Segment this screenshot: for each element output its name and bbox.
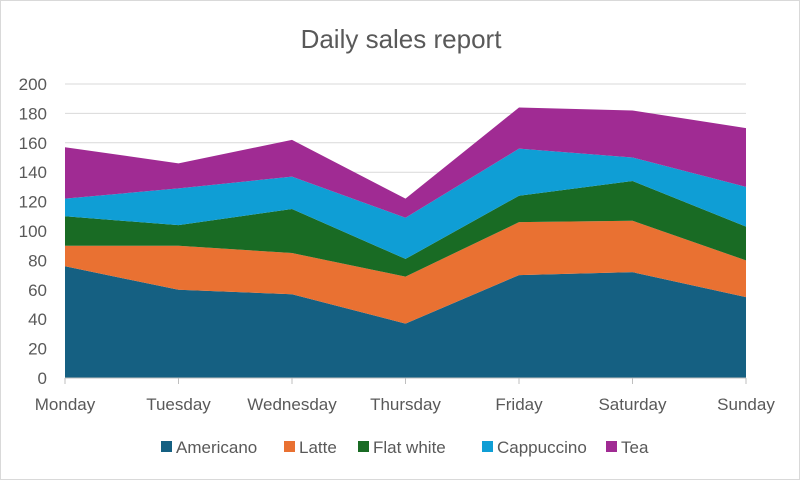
y-tick-label: 40 <box>28 310 47 329</box>
legend-swatch <box>358 441 369 452</box>
legend-swatch <box>482 441 493 452</box>
area-americano <box>65 266 746 378</box>
x-tick-label: Wednesday <box>247 395 337 414</box>
legend-label: Tea <box>621 438 649 457</box>
legend-label: Americano <box>176 438 257 457</box>
y-tick-label: 20 <box>28 340 47 359</box>
axes: 0 20 40 60 80 100 120 140 160 180 200 Monday Tuesday… <box>19 75 776 414</box>
y-tick-label: 160 <box>19 134 47 153</box>
legend: Americano Latte Flat white Cappuccino Tea <box>161 438 649 457</box>
y-tick-label: 80 <box>28 251 47 270</box>
area-series <box>65 107 746 378</box>
legend-item: Latte <box>284 438 337 457</box>
legend-swatch <box>161 441 172 452</box>
legend-item: Tea <box>606 438 649 457</box>
x-tick-label: Thursday <box>370 395 441 414</box>
y-tick-label: 100 <box>19 222 47 241</box>
y-tick-label: 180 <box>19 104 47 123</box>
legend-item: Americano <box>161 438 257 457</box>
area-cappuccino <box>65 148 746 259</box>
legend-item: Flat white <box>358 438 446 457</box>
legend-label: Latte <box>299 438 337 457</box>
area-latte <box>65 220 746 324</box>
y-tick-label: 200 <box>19 75 47 94</box>
y-tick-label: 0 <box>38 369 47 388</box>
legend-item: Cappuccino <box>482 438 587 457</box>
x-tick-label: Tuesday <box>146 395 211 414</box>
y-tick-label: 120 <box>19 193 47 212</box>
x-tick-label: Monday <box>35 395 96 414</box>
x-tick-label: Friday <box>495 395 543 414</box>
area-tea <box>65 107 746 218</box>
area-flat-white <box>65 181 746 277</box>
legend-label: Flat white <box>373 438 446 457</box>
legend-label: Cappuccino <box>497 438 587 457</box>
legend-swatch <box>284 441 295 452</box>
y-tick-label: 60 <box>28 281 47 300</box>
x-tick-label: Sunday <box>717 395 775 414</box>
chart-title: Daily sales report <box>301 24 503 54</box>
y-tick-label: 140 <box>19 163 47 182</box>
x-tick-label: Saturday <box>598 395 667 414</box>
legend-swatch <box>606 441 617 452</box>
